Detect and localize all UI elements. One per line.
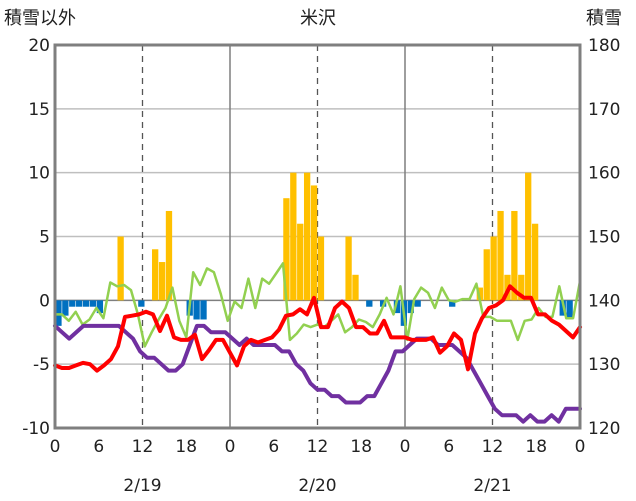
snowfall-bar bbox=[55, 300, 62, 326]
x-tick-label: 12 bbox=[307, 437, 329, 457]
snowfall-bar bbox=[76, 300, 83, 307]
x-tick-label: 6 bbox=[443, 437, 454, 457]
snowfall-bar bbox=[483, 249, 490, 301]
snowfall-bar bbox=[317, 236, 325, 301]
snowfall-bar bbox=[566, 300, 573, 320]
plot-area-border bbox=[53, 43, 582, 430]
snowfall-bar bbox=[525, 172, 532, 301]
x-tick-label: 18 bbox=[350, 437, 372, 457]
snowfall-bar bbox=[290, 172, 297, 301]
snowfall-bar bbox=[152, 249, 159, 301]
snowfall-bar bbox=[158, 262, 166, 301]
date-label: 2/21 bbox=[473, 476, 511, 496]
right-axis-ticks: 180 170 160 150 140 130 120 bbox=[588, 36, 620, 439]
x-tick-label: 0 bbox=[225, 437, 236, 457]
snowfall-bar bbox=[200, 300, 207, 320]
right-tick-label: 150 bbox=[588, 228, 620, 248]
snowfall-bar bbox=[82, 300, 90, 307]
date-labels: 2/19 2/20 2/21 bbox=[123, 476, 511, 496]
snowfall-bar bbox=[96, 300, 104, 314]
snowfall-bar bbox=[62, 300, 69, 316]
snowfall-bar bbox=[476, 287, 483, 301]
date-label: 2/19 bbox=[123, 476, 161, 496]
snowfall-bar bbox=[518, 274, 525, 301]
green-series-line bbox=[53, 262, 582, 348]
snowfall-bar bbox=[303, 172, 311, 301]
left-tick-label: -5 bbox=[33, 355, 50, 375]
snowfall-bars bbox=[55, 172, 573, 326]
snowfall-bar bbox=[193, 300, 200, 320]
right-tick-label: 130 bbox=[588, 355, 620, 375]
left-tick-label: 20 bbox=[28, 36, 50, 56]
right-tick-label: 170 bbox=[588, 100, 620, 120]
left-tick-label: 0 bbox=[39, 291, 50, 311]
snowfall-bar bbox=[283, 198, 290, 301]
snowfall-bar bbox=[511, 210, 518, 301]
snowfall-bar bbox=[165, 210, 173, 301]
chart-title: 米沢 bbox=[300, 8, 336, 29]
x-tick-label: 18 bbox=[525, 437, 547, 457]
date-label: 2/20 bbox=[298, 476, 336, 496]
x-tick-label: 0 bbox=[400, 437, 411, 457]
snowfall-bar bbox=[366, 300, 373, 307]
snowfall-bar bbox=[490, 236, 497, 301]
snowfall-bar bbox=[117, 236, 124, 301]
snowfall-bar bbox=[89, 300, 97, 307]
series-lines bbox=[53, 262, 582, 424]
snow-depth-line bbox=[53, 323, 582, 424]
right-tick-label: 160 bbox=[588, 164, 620, 184]
left-tick-label: 5 bbox=[39, 228, 50, 248]
x-tick-label: 12 bbox=[132, 437, 154, 457]
x-tick-label: 6 bbox=[93, 437, 104, 457]
right-tick-label: 120 bbox=[588, 419, 620, 439]
right-tick-label: 180 bbox=[588, 36, 620, 56]
snowfall-bar bbox=[449, 300, 456, 307]
snowfall-bar bbox=[69, 300, 76, 307]
right-axis-label: 積雪 bbox=[586, 8, 622, 29]
left-tick-label: 10 bbox=[28, 164, 50, 184]
left-axis-ticks: 20 15 10 5 0 -5 -10 bbox=[22, 36, 50, 439]
left-tick-label: -10 bbox=[22, 419, 50, 439]
snowfall-bar bbox=[352, 274, 359, 301]
snowfall-bar bbox=[414, 300, 421, 307]
snowfall-bar bbox=[310, 185, 318, 301]
snowfall-bar bbox=[138, 300, 145, 307]
snowfall-bar bbox=[407, 300, 414, 314]
x-axis-ticks: 0 6 12 18 0 6 12 18 0 6 12 18 0 bbox=[50, 437, 586, 457]
x-tick-label: 6 bbox=[268, 437, 279, 457]
snowfall-bar bbox=[345, 236, 352, 301]
left-axis-label: 積雪以外 bbox=[4, 8, 76, 29]
x-tick-label: 12 bbox=[482, 437, 504, 457]
left-tick-label: 15 bbox=[28, 100, 50, 120]
snowfall-bar bbox=[531, 223, 539, 301]
right-tick-label: 140 bbox=[588, 291, 620, 311]
x-tick-label: 0 bbox=[575, 437, 586, 457]
red-series-line bbox=[53, 284, 582, 373]
x-tick-label: 0 bbox=[50, 437, 61, 457]
snowfall-bar bbox=[297, 223, 304, 301]
snowfall-bar bbox=[497, 210, 504, 301]
snowfall-bar bbox=[393, 300, 401, 314]
x-tick-label: 18 bbox=[175, 437, 197, 457]
